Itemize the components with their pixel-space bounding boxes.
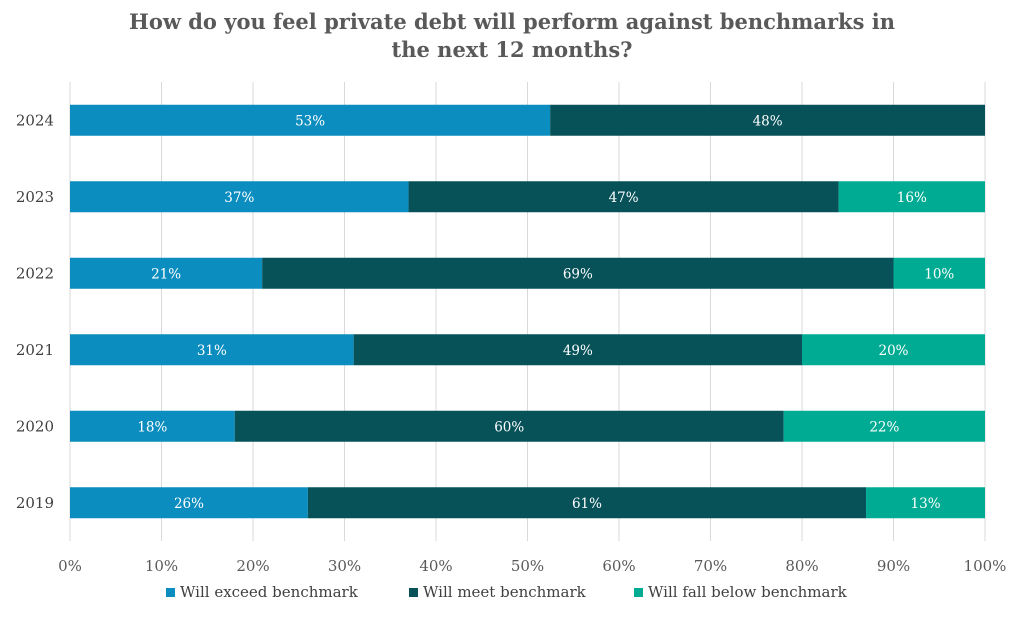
bar-segment [234, 410, 784, 442]
legend: Will exceed benchmark Will meet benchmark… [166, 583, 848, 601]
category-label: 2022 [16, 264, 54, 282]
data-label: 31% [197, 343, 227, 359]
bar-segment [70, 181, 409, 213]
data-label: 69% [563, 266, 593, 282]
chart-title: How do you feel private debt will perfor… [0, 8, 1024, 64]
x-tick-label: 10% [145, 557, 178, 575]
data-label: 47% [609, 190, 639, 206]
data-label: 48% [753, 113, 783, 129]
x-tick-label: 40% [419, 557, 452, 575]
bar-segment [70, 257, 263, 289]
category-label: 2024 [16, 111, 54, 129]
data-label: 61% [572, 496, 602, 512]
x-tick-label: 70% [694, 557, 727, 575]
data-label: 37% [224, 190, 254, 206]
chart-title-line-1: How do you feel private debt will perfor… [129, 9, 895, 34]
x-tick-label: 100% [964, 557, 1007, 575]
bar-segment [262, 257, 894, 289]
chart-title-line-2: the next 12 months? [391, 37, 633, 62]
data-label: 26% [174, 496, 204, 512]
legend-label: Will meet benchmark [423, 583, 587, 601]
bar-segment [408, 181, 839, 213]
bar-segment [802, 334, 985, 366]
category-label: 2020 [16, 417, 54, 435]
bar-segment [783, 410, 985, 442]
legend-label: Will exceed benchmark [180, 583, 359, 601]
data-label: 60% [494, 419, 524, 435]
bar-segment [70, 410, 235, 442]
data-label: 49% [563, 343, 593, 359]
bar-segment [307, 487, 867, 519]
data-label: 18% [137, 419, 167, 435]
legend-swatch [634, 588, 643, 597]
bar-segment [893, 257, 985, 289]
category-label: 2019 [16, 494, 54, 512]
data-label: 13% [911, 496, 941, 512]
bars: 53% 48% 37% 47% 16% 21% 69% 10% 31% 49% 20% 18% 60% 2… [70, 104, 985, 519]
data-label: 20% [878, 343, 908, 359]
bar-segment [70, 334, 354, 366]
x-tick-label: 90% [877, 557, 910, 575]
bar-segment [353, 334, 802, 366]
data-label: 10% [924, 266, 954, 282]
gridlines [69, 82, 986, 541]
bar-segment [550, 104, 985, 136]
x-tick-label: 20% [236, 557, 269, 575]
data-label: 22% [869, 419, 899, 435]
data-label: 53% [295, 113, 325, 129]
bar-segment [70, 104, 551, 136]
category-label: 2021 [16, 341, 54, 359]
legend-swatch [166, 588, 175, 597]
x-tick-label: 0% [58, 557, 82, 575]
legend-swatch [409, 588, 418, 597]
x-tick-label: 50% [511, 557, 544, 575]
data-label: 16% [897, 190, 927, 206]
x-tick-label: 60% [602, 557, 635, 575]
x-tick-label: 30% [328, 557, 361, 575]
data-label: 21% [151, 266, 181, 282]
legend-label: Will fall below benchmark [648, 583, 848, 601]
bar-segment [838, 181, 985, 213]
category-label: 2023 [16, 188, 54, 206]
bar-segment [866, 487, 985, 519]
bar-segment [70, 487, 308, 519]
x-tick-label: 80% [785, 557, 818, 575]
